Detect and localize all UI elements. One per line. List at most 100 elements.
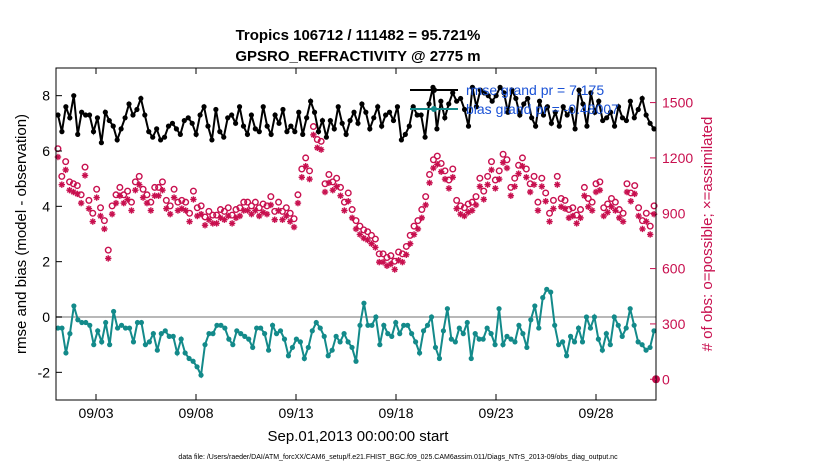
rmse-point: [276, 120, 282, 126]
obs-possible-marker: [282, 204, 290, 212]
bias-point: [285, 353, 292, 359]
obs-assimilated-marker: [635, 212, 642, 220]
bias-point: [583, 314, 590, 320]
obs-possible-marker: [97, 204, 105, 212]
asterisk-stroke: [515, 170, 522, 177]
rmse-point: [355, 120, 361, 126]
bias-point: [643, 347, 649, 353]
bias-point: [138, 319, 145, 326]
obs-possible-marker: [127, 198, 135, 206]
obs-possible-marker: [139, 185, 147, 193]
obs-assimilated-marker: [410, 231, 418, 238]
obs-possible-marker: [538, 174, 546, 182]
obs-assimilated-marker: [643, 218, 650, 225]
bias-point: [428, 314, 435, 320]
bias-point: [114, 325, 121, 331]
obs-assimilated-marker: [515, 170, 522, 177]
bias-point: [504, 333, 510, 339]
obs-possible-marker: [232, 206, 240, 214]
bias-point: [567, 333, 574, 339]
bias-point: [424, 322, 431, 328]
obs-possible-marker: [592, 180, 600, 188]
obs-assimilated-marker: [577, 214, 584, 222]
obs-assimilated-marker: [275, 207, 282, 214]
asterisk-stroke: [504, 165, 510, 171]
asterisk-stroke: [82, 172, 88, 179]
obs-possible-marker: [158, 178, 166, 186]
obs-possible-marker: [495, 167, 503, 175]
obs-possible-marker: [135, 172, 143, 180]
asterisk-stroke: [577, 215, 584, 221]
obs-possible-marker: [553, 172, 561, 180]
rmse-point: [55, 112, 61, 118]
obs-possible-marker: [89, 209, 97, 217]
obs-assimilated-marker: [186, 218, 193, 225]
asterisk-stroke: [484, 181, 491, 188]
obs-possible-marker: [379, 250, 387, 258]
rmse-point: [154, 126, 160, 132]
bias-point: [560, 339, 566, 345]
asterisk-stroke: [279, 216, 286, 223]
asterisk-stroke: [268, 202, 274, 208]
bias-point: [524, 344, 530, 351]
bias-point: [381, 322, 387, 328]
rmse-point: [189, 120, 195, 126]
obs-assimilated-marker: [623, 188, 631, 196]
rmse-point: [505, 109, 511, 115]
asterisk-stroke: [419, 215, 425, 221]
rmse-point: [177, 131, 183, 137]
bias-point: [369, 322, 375, 328]
rmse-point: [465, 123, 472, 129]
rmse-point: [315, 129, 322, 135]
rmse-point: [347, 117, 353, 124]
asterisk-stroke: [411, 231, 417, 238]
rmse-point: [94, 115, 101, 121]
obs-assimilated-marker: [585, 203, 592, 210]
rmse-point: [375, 104, 381, 110]
bias-point: [111, 308, 117, 315]
bias-point: [59, 325, 65, 331]
legend-label: rmse grand pr = 7.175: [466, 82, 604, 98]
rmse-point: [438, 98, 444, 104]
bias-point: [238, 331, 244, 337]
obs-possible-marker: [93, 185, 101, 193]
rmse-point: [604, 115, 610, 121]
bias-point: [281, 336, 288, 342]
asterisk-stroke: [341, 207, 348, 214]
rmse-point: [367, 126, 373, 132]
obs-possible-marker: [131, 178, 139, 186]
bias-point: [289, 344, 296, 351]
obs-assimilated-marker: [74, 190, 81, 198]
bias-point: [647, 344, 653, 351]
asterisk-stroke: [403, 252, 410, 258]
asterisk-stroke: [62, 167, 69, 173]
obs-assimilated-marker: [511, 183, 518, 190]
rmse-point: [343, 131, 349, 137]
obs-assimilated-marker: [58, 181, 66, 188]
y-axis-label-right: # of obs: o=possible; ×=assimilated: [699, 117, 716, 352]
obs-possible-marker: [255, 204, 263, 212]
bias-point: [409, 331, 415, 337]
rmse-point: [379, 123, 385, 129]
obs-possible-marker: [580, 183, 588, 191]
rmse-point: [548, 120, 554, 126]
asterisk-stroke: [608, 204, 615, 210]
bias-point: [95, 328, 101, 334]
obs-possible-marker: [387, 252, 395, 260]
rmse-point: [327, 117, 333, 124]
rmse-point: [422, 134, 428, 140]
y-tick-label-right: 900: [662, 205, 686, 221]
obs-possible-marker: [364, 228, 372, 236]
bias-point: [246, 336, 252, 342]
obs-assimilated-marker: [430, 164, 437, 172]
asterisk-stroke: [616, 215, 622, 221]
bias-point: [452, 339, 458, 345]
rmse-point: [292, 129, 298, 135]
bias-point: [337, 339, 343, 345]
obs-possible-marker: [650, 202, 658, 210]
obs-assimilated-marker: [298, 174, 306, 181]
rmse-point: [264, 123, 270, 129]
obs-assimilated-marker: [418, 214, 426, 222]
rmse-point: [619, 115, 626, 121]
asterisk-stroke: [109, 211, 115, 217]
